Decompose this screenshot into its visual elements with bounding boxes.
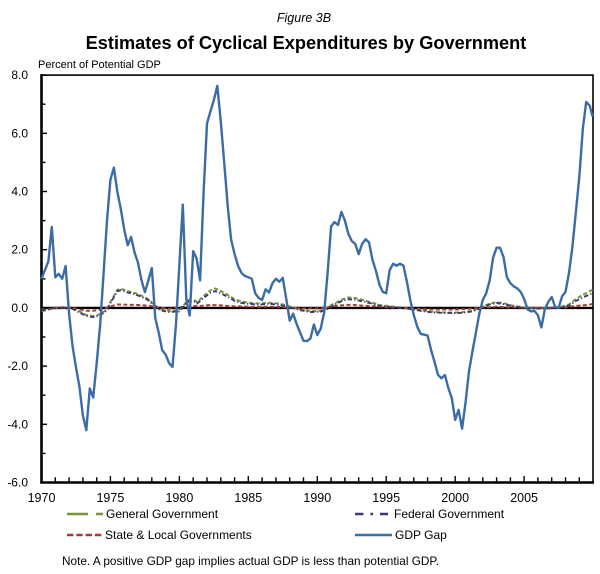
svg-text:Estimates of Cyclical Expendit: Estimates of Cyclical Expenditures by Go…: [86, 33, 527, 53]
svg-text:1995: 1995: [372, 491, 400, 505]
svg-text:GDP Gap: GDP Gap: [395, 528, 447, 542]
svg-text:General Government: General Government: [106, 507, 219, 521]
svg-text:Note. A positive GDP gap impli: Note. A positive GDP gap implies actual …: [62, 554, 439, 568]
svg-text:2005: 2005: [510, 491, 538, 505]
svg-text:1980: 1980: [165, 491, 193, 505]
svg-text:8.0: 8.0: [11, 68, 28, 82]
svg-text:1970: 1970: [28, 491, 56, 505]
svg-text:1990: 1990: [303, 491, 331, 505]
svg-text:6.0: 6.0: [11, 126, 28, 140]
svg-text:Percent of Potential GDP: Percent of Potential GDP: [38, 59, 161, 71]
svg-text:2000: 2000: [441, 491, 469, 505]
svg-text:State & Local Governments: State & Local Governments: [105, 528, 252, 542]
svg-text:0.0: 0.0: [11, 301, 28, 315]
svg-text:Figure 3B: Figure 3B: [277, 11, 331, 25]
svg-text:-6.0: -6.0: [7, 476, 28, 490]
svg-text:-4.0: -4.0: [7, 417, 28, 431]
svg-text:-2.0: -2.0: [7, 359, 28, 373]
svg-text:Federal Government: Federal Government: [394, 507, 505, 521]
svg-text:1985: 1985: [234, 491, 262, 505]
svg-text:1975: 1975: [96, 491, 124, 505]
svg-text:2.0: 2.0: [11, 243, 28, 257]
svg-text:4.0: 4.0: [11, 185, 28, 199]
